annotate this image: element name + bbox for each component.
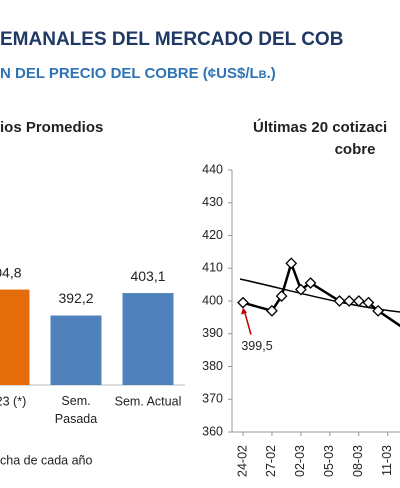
annotation-arrowhead	[241, 307, 247, 315]
x-tick-label: 2023 (*)	[0, 394, 26, 408]
x-tick-label: Sem. Actual	[115, 394, 182, 408]
point	[304, 277, 317, 289]
y-tick-label: 380	[202, 359, 223, 373]
bar	[122, 293, 174, 385]
y-tick-label: 420	[202, 228, 223, 242]
data-label: 392,2	[58, 290, 93, 306]
x-tick-label: Sem. Pasada	[55, 394, 97, 426]
bar	[0, 289, 30, 385]
data-label: 399,5	[241, 339, 272, 353]
x-tick-label: 11-03	[380, 445, 394, 476]
y-tick-label: 360	[202, 424, 223, 438]
y-tick-label: 430	[202, 195, 223, 209]
point	[266, 304, 278, 317]
line-chart-title: cobre	[335, 141, 376, 158]
y-tick-label: 390	[202, 326, 223, 340]
y-tick-label: 370	[202, 392, 223, 406]
point	[352, 295, 365, 307]
point	[237, 296, 249, 309]
line-chart-title: Últimas 20 cotizaci	[253, 118, 387, 136]
x-tick-label: 08-03	[351, 445, 365, 477]
bar	[50, 315, 102, 385]
y-tick-label: 400	[202, 293, 223, 307]
x-tick-label: 24-02	[235, 445, 249, 477]
x-tick-label: 27-02	[264, 445, 278, 477]
bar-chart-title: ios Promedios	[0, 119, 103, 136]
point	[362, 296, 375, 309]
point	[372, 304, 385, 317]
point	[275, 290, 288, 303]
annotation-arrow	[243, 309, 252, 335]
line	[242, 259, 400, 328]
data-label: 404,8	[0, 264, 22, 280]
point	[294, 283, 307, 296]
x-tick-label: 02-03	[293, 445, 307, 477]
page-subtitle: N DEL PRECIO DEL COBRE (¢US$/Lb.)	[0, 65, 276, 82]
point	[343, 295, 356, 307]
y-tick-label: 440	[202, 162, 223, 176]
point	[333, 295, 346, 307]
footnote: cha de cada año	[0, 453, 92, 467]
y-tick-label: 410	[202, 261, 223, 275]
x-tick-label: 05-03	[322, 445, 336, 477]
point	[285, 257, 298, 270]
data-label: 403,1	[130, 268, 165, 284]
page-title: EMANALES DEL MERCADO DEL COB	[0, 29, 343, 50]
